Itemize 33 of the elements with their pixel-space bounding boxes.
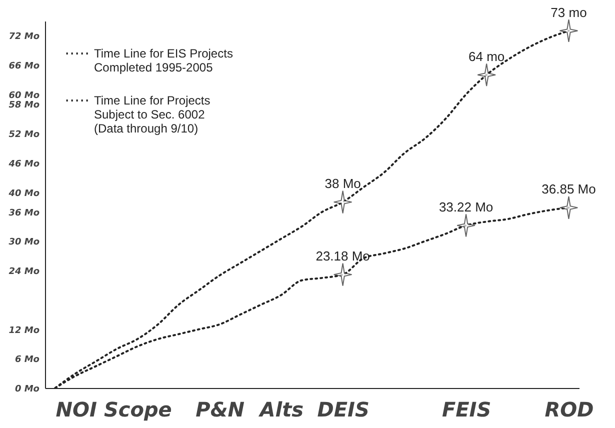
y-tick-label: 58 Mo: [8, 100, 40, 111]
point: [333, 190, 352, 214]
x-tick-label: ROD: [544, 398, 594, 422]
y-tick-label: 6 Mo: [14, 355, 40, 366]
y-tick-label: 60 Mo: [8, 90, 40, 101]
data-label: 73 mo: [550, 4, 587, 20]
x-tick-label: FEIS: [442, 398, 492, 422]
y-tick-label: 12 Mo: [8, 326, 40, 336]
y-tick-label: 36 Mo: [8, 208, 40, 218]
y-tick-label: 40 Mo: [8, 188, 40, 199]
legend-label: Time Line for EIS Projects Completed 1995-2005: [94, 46, 233, 74]
point: [333, 262, 352, 286]
point: [456, 214, 476, 238]
data-label: 33.22 Mo: [438, 199, 494, 214]
legend-label: Time Line for Projects Subject to Sec. 6002 (Data through 9/10): [94, 94, 210, 136]
x-tick-label: DEIS: [317, 398, 370, 422]
point: [477, 63, 496, 87]
x-tick-label: Scope: [104, 398, 172, 422]
data-label: 36.85 Mo: [542, 182, 596, 197]
point: [559, 196, 578, 220]
y-tick-label: 46 Mo: [8, 159, 40, 170]
y-tick-label: 0 Mo: [14, 384, 40, 394]
data-label: 64 mo: [468, 48, 505, 64]
y-tick-label: 72 Mo: [8, 32, 40, 42]
y-tick-label: 52 Mo: [8, 130, 40, 140]
x-tick-label: NOI: [56, 398, 98, 422]
x-tick-label: Alts: [258, 398, 304, 422]
data-label: 38 Mo: [324, 176, 361, 192]
y-tick-label: 30 Mo: [8, 238, 40, 248]
y-tick-label: 24 Mo: [8, 267, 40, 278]
x-tick-label: P&N: [196, 398, 245, 422]
y-tick-label: 66 Mo: [8, 62, 40, 72]
point: [559, 19, 578, 42]
